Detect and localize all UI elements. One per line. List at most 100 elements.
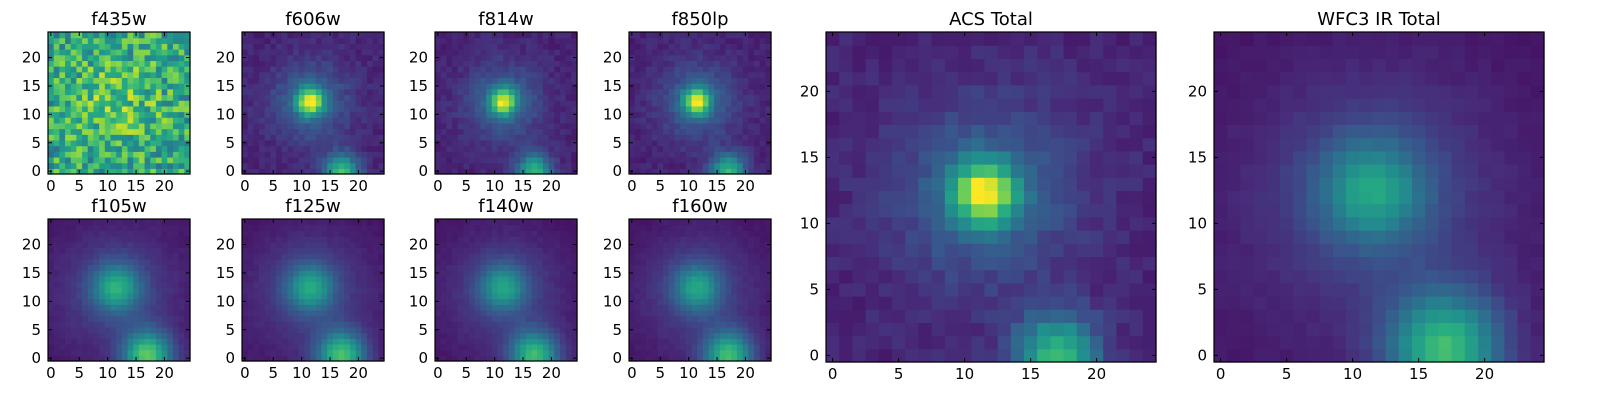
heatmap-cell xyxy=(242,105,249,113)
heatmap-cell xyxy=(155,315,163,322)
heatmap-cell xyxy=(298,162,306,169)
heatmap-cell xyxy=(178,128,185,135)
heatmap-cell xyxy=(138,315,146,322)
heatmap-cell xyxy=(298,236,306,243)
heatmap-cell xyxy=(480,219,487,226)
heatmap-cell xyxy=(469,326,476,334)
heatmap-cell xyxy=(298,321,306,328)
heatmap-cell xyxy=(765,156,772,164)
heatmap-cell xyxy=(759,88,766,96)
heatmap-cell xyxy=(514,117,521,124)
heatmap-cell xyxy=(76,253,83,260)
heatmap-cell xyxy=(554,111,561,118)
heatmap-cell xyxy=(725,326,732,334)
heatmap-cell xyxy=(663,326,670,334)
heatmap-cell xyxy=(742,349,749,356)
heatmap-cell xyxy=(474,270,482,277)
heatmap-cell xyxy=(361,94,368,101)
heatmap-cell xyxy=(53,156,60,164)
heatmap-cell xyxy=(565,71,572,79)
heatmap-cell xyxy=(480,292,487,300)
heatmap-cell xyxy=(634,292,641,300)
heatmap-cell xyxy=(59,253,66,260)
heatmap-cell xyxy=(138,88,146,96)
heatmap-cell xyxy=(65,264,72,271)
heatmap-cell xyxy=(332,219,340,226)
heatmap-cell xyxy=(93,37,100,44)
heatmap-cell xyxy=(366,100,374,107)
heatmap-cell xyxy=(338,37,345,44)
heatmap-cell xyxy=(514,139,521,147)
y-tick-label: 0 xyxy=(31,162,41,180)
heatmap-cell xyxy=(344,139,351,147)
heatmap-cell xyxy=(520,37,527,44)
heatmap-cell xyxy=(264,117,271,124)
heatmap-cell xyxy=(548,332,555,339)
heatmap-cell xyxy=(344,355,351,362)
heatmap-cell xyxy=(355,332,362,339)
heatmap-cell xyxy=(276,37,283,44)
heatmap-cell xyxy=(247,100,254,107)
heatmap-cell xyxy=(366,151,374,158)
x-tick-label: 10 xyxy=(485,177,504,195)
heatmap-cell xyxy=(366,168,374,175)
heatmap-cell xyxy=(525,94,533,101)
heatmap-cell xyxy=(480,236,487,243)
heatmap-cell xyxy=(321,326,328,334)
x-tick-label: 10 xyxy=(485,364,504,382)
heatmap-cell xyxy=(270,247,277,254)
heatmap-cell xyxy=(736,304,744,311)
heatmap-cell xyxy=(668,275,676,283)
heatmap-cell xyxy=(497,349,504,356)
heatmap-cell xyxy=(378,156,385,164)
heatmap-cell xyxy=(742,315,749,322)
heatmap-cell xyxy=(155,168,163,175)
heatmap-cell xyxy=(344,247,351,254)
heatmap-cell xyxy=(674,94,681,101)
heatmap-cell xyxy=(144,71,151,79)
heatmap-cell xyxy=(668,105,676,113)
heatmap-cell xyxy=(259,43,266,50)
heatmap-cell xyxy=(542,134,550,141)
heatmap-cell xyxy=(138,139,146,147)
heatmap-cell xyxy=(65,54,72,61)
heatmap-cell xyxy=(629,71,636,79)
y-tick-label: 15 xyxy=(409,77,428,95)
heatmap-cell xyxy=(753,162,761,169)
heatmap-cell xyxy=(452,145,459,152)
heatmap-cell xyxy=(714,105,721,113)
heatmap-cell xyxy=(332,258,340,266)
heatmap-cell xyxy=(276,258,283,266)
heatmap-cell xyxy=(355,134,362,141)
heatmap-cell xyxy=(440,128,447,135)
heatmap-cell xyxy=(452,219,459,226)
heatmap-cell xyxy=(310,134,317,141)
heatmap-cell xyxy=(121,83,129,90)
heatmap-cell xyxy=(508,60,516,67)
heatmap-cell xyxy=(287,43,294,50)
heatmap-cell xyxy=(571,281,578,288)
heatmap-cell xyxy=(571,219,578,226)
heatmap-cell xyxy=(629,281,636,288)
heatmap-cell xyxy=(486,275,493,283)
heatmap-cell xyxy=(287,32,294,39)
heatmap-cell xyxy=(474,349,482,356)
heatmap-cell xyxy=(674,315,681,322)
heatmap-cell xyxy=(657,49,664,56)
heatmap-cell xyxy=(657,332,664,339)
heatmap-cell xyxy=(446,66,453,73)
heatmap-cell xyxy=(349,162,357,169)
heatmap-cell xyxy=(378,349,385,356)
x-tick-label: 0 xyxy=(46,364,56,382)
heatmap-cell xyxy=(463,49,470,56)
heatmap-cell xyxy=(82,77,89,84)
heatmap-cell xyxy=(571,338,578,345)
heatmap-cell xyxy=(651,275,658,283)
heatmap-cell xyxy=(321,117,328,124)
heatmap-cell xyxy=(731,338,738,345)
heatmap-cell xyxy=(116,71,123,79)
heatmap-cell xyxy=(719,151,727,158)
heatmap-cell xyxy=(514,224,521,231)
heatmap-cell xyxy=(76,134,83,141)
heatmap-cell xyxy=(53,298,60,305)
